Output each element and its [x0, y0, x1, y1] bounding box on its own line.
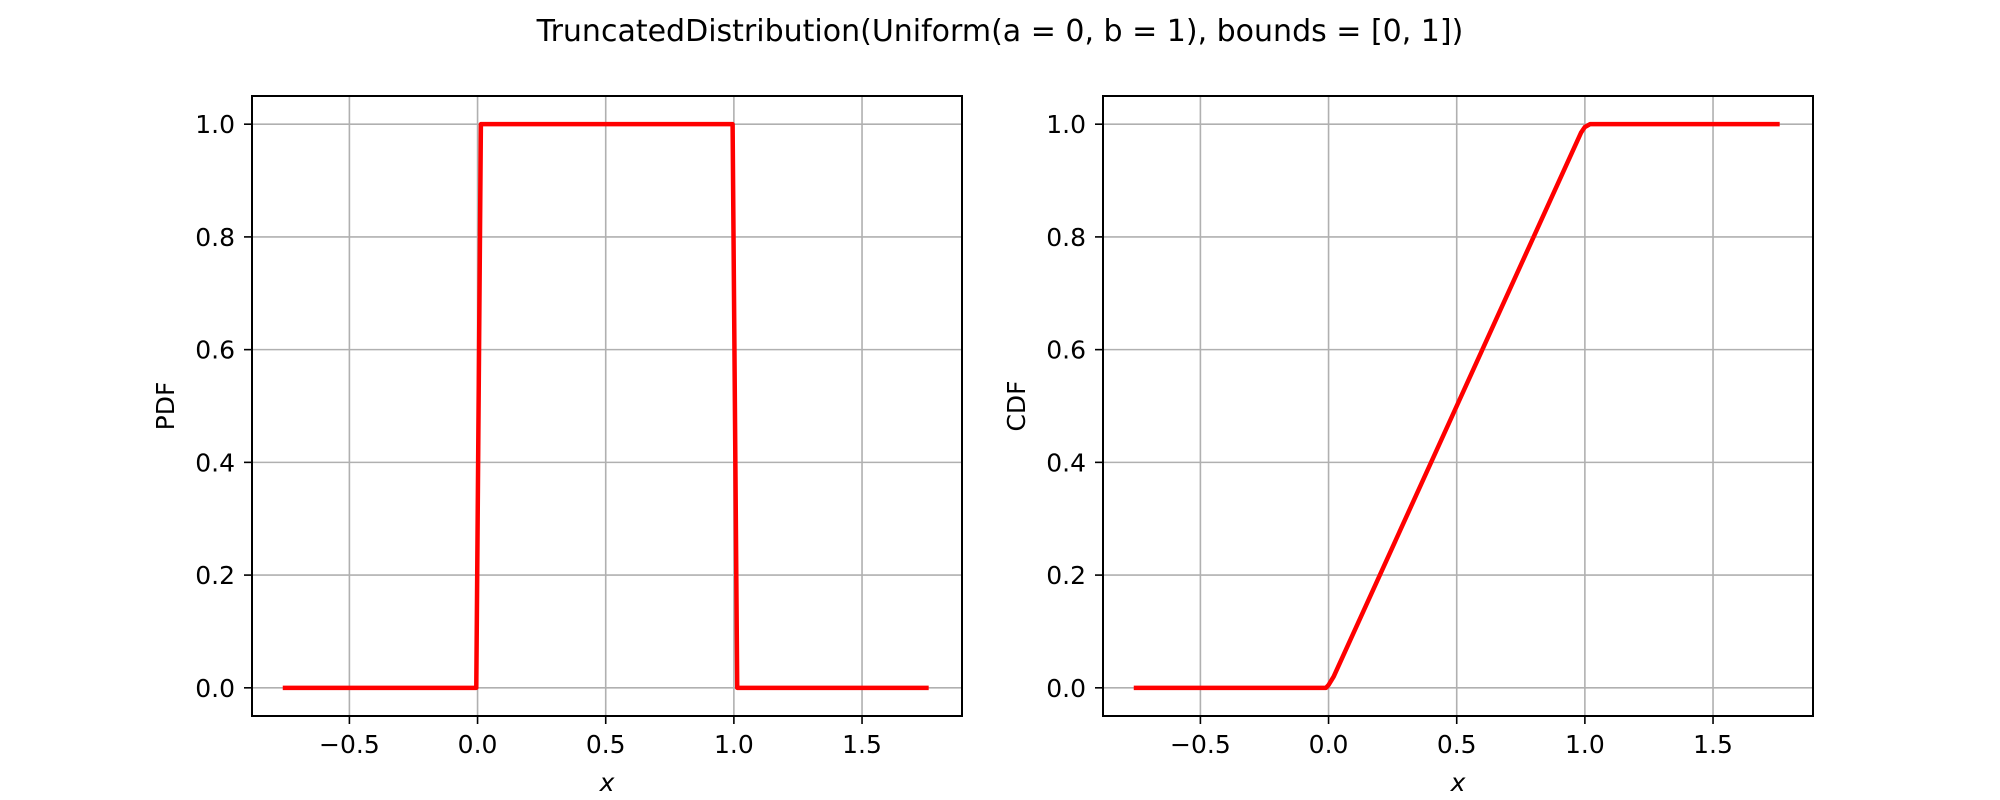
pdf-x-tick-label: 1.0 — [714, 730, 754, 759]
pdf-series-line — [282, 121, 929, 691]
cdf-y-tick-label: 0.4 — [1046, 448, 1086, 477]
pdf-y-tick-label: 0.4 — [195, 448, 235, 477]
cdf-y-tick-label: 0.0 — [1046, 674, 1086, 703]
pdf-x-tick-label: −0.5 — [319, 730, 380, 759]
cdf-y-tick-label: 0.6 — [1046, 336, 1086, 365]
cdf-y-tick-label: 1.0 — [1046, 110, 1086, 139]
cdf-series-line — [1133, 121, 1780, 691]
pdf-y-tick-label: 0.2 — [195, 561, 235, 590]
pdf-y-axis-label: PDF — [151, 382, 180, 431]
figure-title: TruncatedDistribution(Uniform(a = 0, b =… — [536, 14, 1464, 49]
pdf-x-axis-label: x — [599, 768, 615, 797]
pdf-axes-frame — [251, 95, 963, 717]
cdf-x-axis-label: x — [1450, 768, 1466, 797]
pdf-x-tick-label: 1.5 — [842, 730, 882, 759]
cdf-x-tick-label: 0.5 — [1437, 730, 1477, 759]
pdf-y-tick-label: 0.8 — [195, 223, 235, 252]
cdf-x-tick-label: 1.5 — [1693, 730, 1733, 759]
pdf-y-tick-label: 0.6 — [195, 336, 235, 365]
cdf-y-tick-label: 0.8 — [1046, 223, 1086, 252]
pdf-x-tick-label: 0.5 — [586, 730, 626, 759]
cdf-x-tick-label: 1.0 — [1565, 730, 1605, 759]
cdf-axes-frame — [1102, 95, 1814, 717]
cdf-x-tick-label: −0.5 — [1170, 730, 1231, 759]
cdf-y-axis-label: CDF — [1002, 380, 1031, 431]
pdf-y-tick-label: 0.0 — [195, 674, 235, 703]
pdf-y-tick-label: 1.0 — [195, 110, 235, 139]
pdf-x-tick-label: 0.0 — [458, 730, 498, 759]
cdf-y-tick-label: 0.2 — [1046, 561, 1086, 590]
cdf-x-tick-label: 0.0 — [1309, 730, 1349, 759]
cdf-chart-panel: −0.5 0.0 0.5 1.0 1.5 0.0 0.2 0.4 0.6 0.8 1.0 x CDF — [1002, 95, 1814, 797]
pdf-chart-panel: −0.5 0.0 0.5 1.0 1.5 0.0 0.2 0.4 0.6 0.8 1.0 x PDF — [151, 95, 963, 797]
